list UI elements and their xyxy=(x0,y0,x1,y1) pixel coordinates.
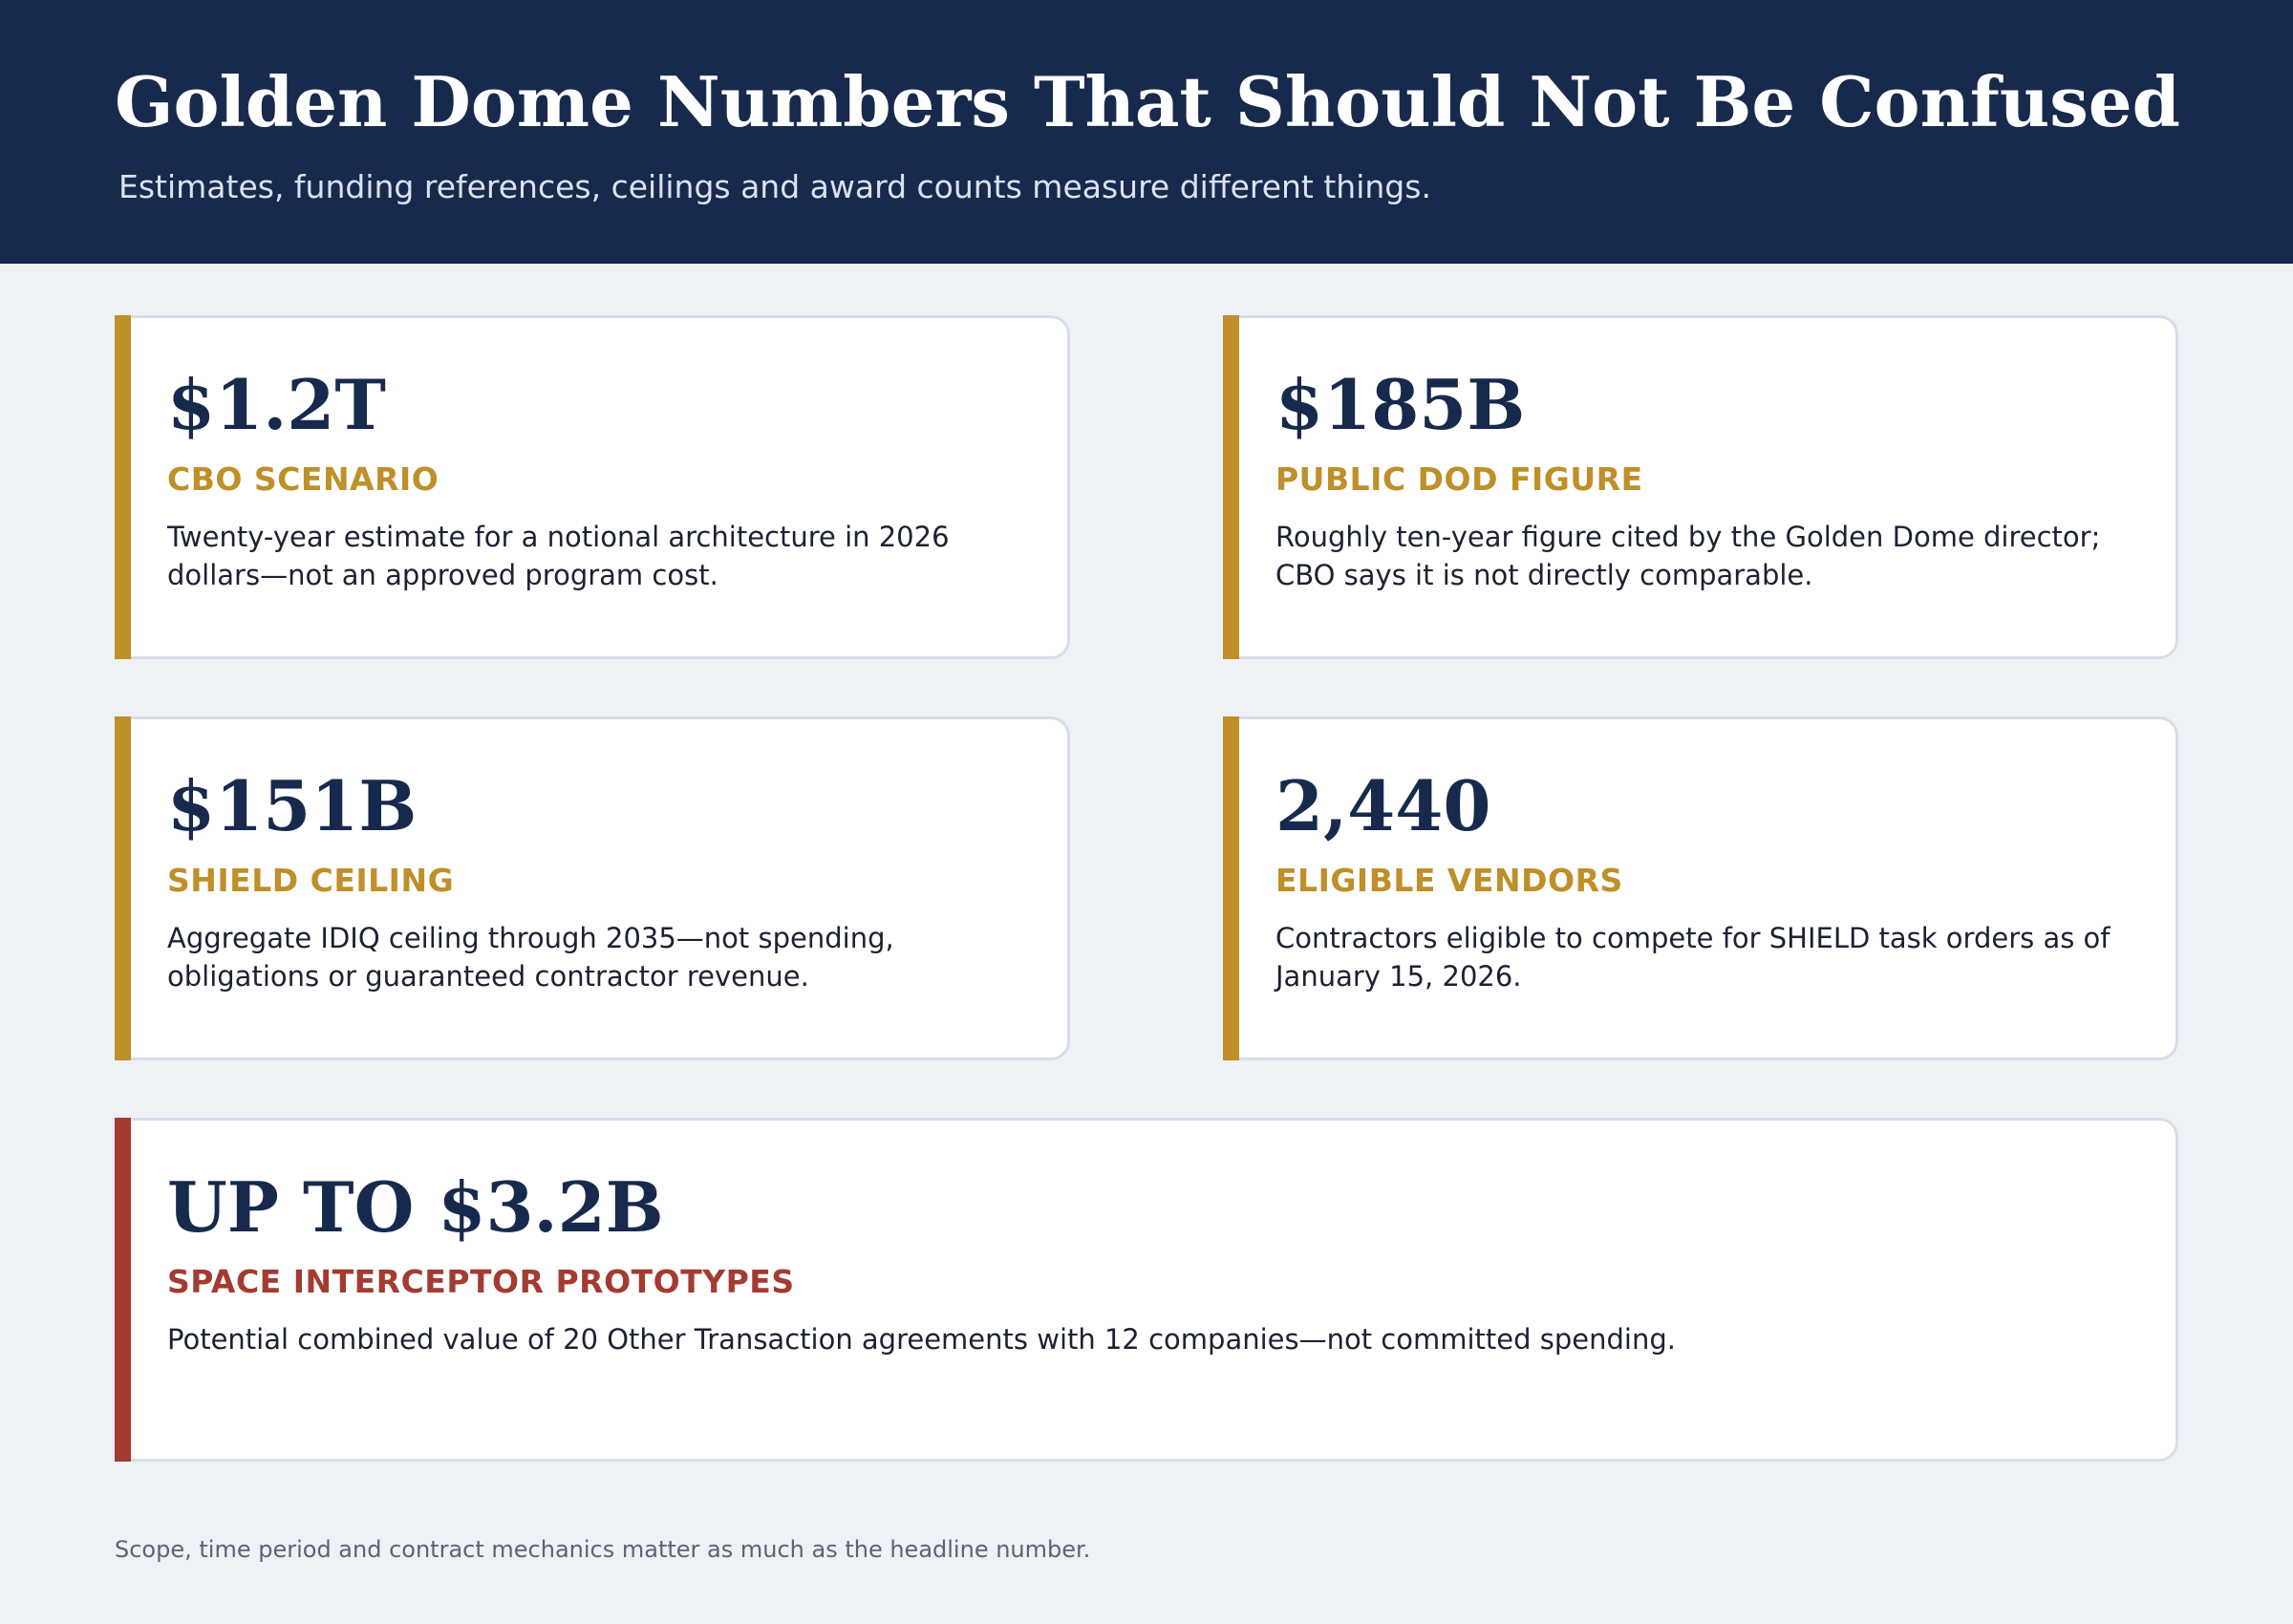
footnote: Scope, time period and contract mechanic… xyxy=(115,1536,1091,1563)
card-public-dod-figure: $185B PUBLIC DOD FIGURE Roughly ten-year… xyxy=(1223,315,2178,659)
card-accent-bar xyxy=(1223,716,1239,1060)
card-description: Twenty-year estimate for a notional arch… xyxy=(167,521,950,591)
card-value: 2,440 xyxy=(1275,765,1491,846)
card-label: PUBLIC DOD FIGURE xyxy=(1275,460,1643,498)
header-banner: Golden Dome Numbers That Should Not Be C… xyxy=(0,0,2293,264)
card-accent-bar xyxy=(115,716,131,1060)
page-subtitle: Estimates, funding references, ceilings … xyxy=(118,168,1431,205)
card-label: SHIELD CEILING xyxy=(167,862,455,899)
card-label: SPACE INTERCEPTOR PROTOTYPES xyxy=(167,1263,795,1300)
card-cbo-scenario: $1.2T CBO SCENARIO Twenty-year estimate … xyxy=(115,315,1070,659)
card-description: Roughly ten-year figure cited by the Gol… xyxy=(1275,521,2101,591)
card-accent-bar xyxy=(115,315,131,659)
card-value: $185B xyxy=(1275,364,1526,445)
card-accent-bar xyxy=(1223,315,1239,659)
card-label: ELIGIBLE VENDORS xyxy=(1275,862,1623,899)
card-description: Potential combined value of 20 Other Tra… xyxy=(167,1323,1676,1356)
card-shield-ceiling: $151B SHIELD CEILING Aggregate IDIQ ceil… xyxy=(115,716,1070,1060)
card-value: UP TO $3.2B xyxy=(167,1166,664,1248)
card-accent-bar xyxy=(115,1118,131,1462)
card-description: Aggregate IDIQ ceiling through 2035—not … xyxy=(167,922,894,993)
page-title: Golden Dome Numbers That Should Not Be C… xyxy=(115,61,2180,142)
card-value: $1.2T xyxy=(167,364,386,445)
card-eligible-vendors: 2,440 ELIGIBLE VENDORS Contractors eligi… xyxy=(1223,716,2178,1060)
card-label: CBO SCENARIO xyxy=(167,460,439,498)
card-value: $151B xyxy=(167,765,418,846)
card-description: Contractors eligible to compete for SHIE… xyxy=(1275,922,2111,993)
card-space-interceptor-prototypes: UP TO $3.2B SPACE INTERCEPTOR PROTOTYPES… xyxy=(115,1118,2178,1462)
